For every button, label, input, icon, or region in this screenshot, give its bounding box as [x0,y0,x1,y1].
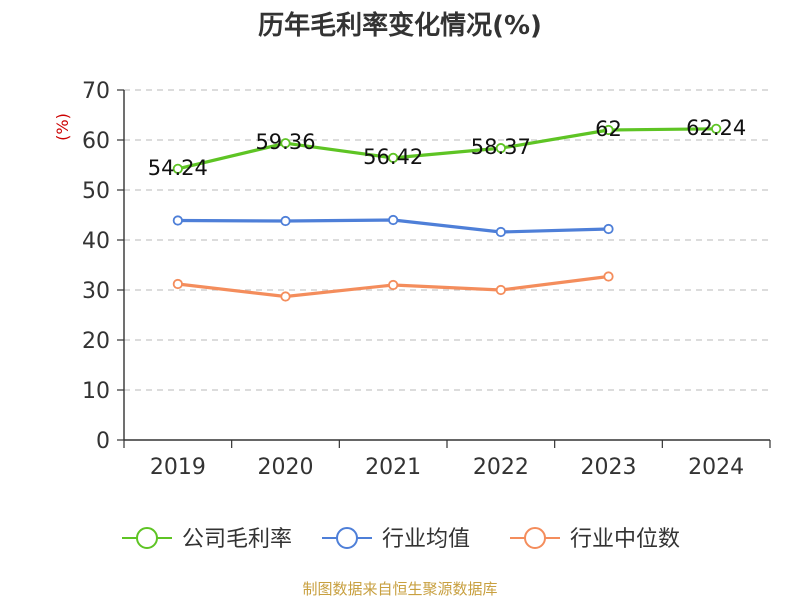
data-point [388,152,399,163]
data-labels: 54.24 59.36 56.42 58.37 62 62.24 [148,116,746,180]
y-tick-label: 50 [82,179,110,204]
legend-label: 行业均值 [382,527,470,552]
data-point [172,163,183,174]
data-point [495,284,506,296]
chart-title: 历年毛利率变化情况(%) [258,10,542,41]
x-tick-label: 2022 [473,455,529,480]
legend-marker [336,527,358,549]
legend-label: 行业中位数 [570,527,680,552]
data-point [603,271,614,282]
data-point [172,215,183,226]
x-tick-label: 2021 [365,455,421,480]
legend-marker [136,527,158,549]
data-label: 54.24 [148,156,208,180]
legend-item-2: 行业均值 [322,527,470,552]
x-tick-label: 2019 [150,455,206,480]
data-point [280,291,291,302]
data-point [603,124,614,136]
legend: 公司毛利率 行业均值 行业中位数 [122,527,680,552]
data-label: 62.24 [686,116,746,140]
data-point [280,138,291,149]
data-point [495,226,506,238]
axes: 0 10 20 30 40 50 60 70 2019 2020 2021 2022 2023 2024 [82,79,771,480]
y-tick-label: 20 [82,329,110,354]
data-label: 56.42 [363,145,423,169]
data-label: 58.37 [471,135,531,159]
data-point [280,215,291,227]
data-point [172,278,183,290]
series-2 [172,214,614,238]
grid [124,89,770,391]
y-tick-label: 70 [82,79,110,104]
legend-marker [524,527,546,549]
source-note: 制图数据来自恒生聚源数据库 [302,580,497,598]
data-label: 62 [595,117,622,141]
y-axis-label: (%) [53,113,72,141]
data-label: 59.36 [255,130,315,154]
series [172,123,722,302]
x-tick-label: 2024 [688,455,744,480]
data-point [388,279,399,291]
y-tick-label: 40 [82,229,110,254]
x-tick-label: 2020 [258,455,314,480]
legend-label: 公司毛利率 [182,527,292,552]
series-3 [172,271,614,302]
y-tick-label: 30 [82,279,110,304]
data-point [388,214,399,226]
data-point [495,143,506,154]
data-point [711,123,722,134]
data-point [603,223,614,235]
y-tick-label: 0 [96,429,110,454]
series-1 [172,123,722,174]
legend-item-1: 公司毛利率 [122,527,292,552]
y-tick-label: 10 [82,379,110,404]
y-tick-label: 60 [82,129,110,154]
series-line [176,127,718,171]
x-tick-label: 2023 [581,455,637,480]
legend-item-3: 行业中位数 [510,527,680,552]
